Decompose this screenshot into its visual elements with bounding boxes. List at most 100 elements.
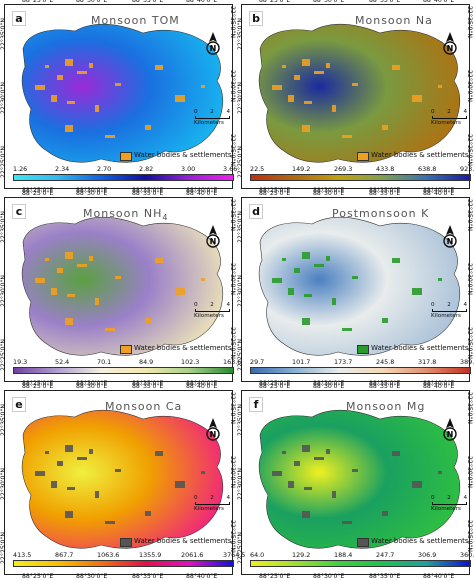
colorbar-tick-label: 163.6 — [223, 358, 242, 366]
colorbar-tick-label: 306.9 — [418, 551, 437, 559]
map-frame: f Monsoon Mg N 0 2 4 Kilometers Water bodies & … — [241, 390, 474, 575]
latitude-label: 22°25'0"N — [466, 134, 473, 166]
colorbar-tick-label: 2.82 — [139, 165, 154, 173]
map-panel-b: b Monsoon Na N 0 2 4 Kilometers Water bodies & … — [237, 0, 474, 194]
settlement-patch — [201, 471, 205, 474]
longitude-label: 88°40'0"E — [423, 573, 455, 580]
settlement-patch — [392, 258, 400, 263]
panel-title: Monsoon Mg — [346, 400, 426, 413]
latitude-label: 22°35'0"N — [229, 392, 236, 424]
settlement-patch — [95, 105, 99, 112]
colorbar-tick-label: 1063.6 — [97, 551, 120, 559]
settlement-patch — [201, 278, 205, 281]
scale-tick-label: 2 — [447, 495, 451, 501]
settlement-patch — [65, 125, 73, 132]
colorbar — [250, 560, 471, 567]
longitude-label: 88°35'0"E — [132, 573, 164, 580]
settlement-patch — [302, 59, 310, 66]
settlement-patch — [304, 487, 312, 490]
settlement-patch — [392, 65, 400, 70]
map-frame: e Monsoon Ca N 0 2 4 Kilometers Water bodies & … — [4, 390, 245, 575]
longitude-label: 88°30'0"E — [313, 383, 345, 390]
settlement-patch — [105, 328, 115, 331]
colorbar-tick-label: 2.34 — [55, 165, 70, 173]
settlement-patch — [77, 71, 87, 74]
settlement-patch — [95, 491, 99, 498]
longitude-label: 88°30'0"E — [313, 0, 345, 4]
longitude-label: 88°35'0"E — [132, 190, 164, 197]
scale-tick-label: 4 — [463, 495, 467, 501]
settlement-patch — [382, 318, 388, 323]
longitude-label: 88°25'0"E — [259, 380, 291, 387]
north-arrow-icon: N — [441, 32, 459, 58]
svg-text:N: N — [447, 44, 454, 53]
panel-letter: f — [249, 397, 263, 412]
latitude-label: 22°35'0"N — [466, 199, 473, 231]
settlement-patch — [342, 328, 352, 331]
scale-tick-label: 4 — [463, 302, 467, 308]
settlement-patch — [95, 298, 99, 305]
settlement-patch — [382, 125, 388, 130]
scale-units-label: Kilometers — [431, 506, 461, 512]
latitude-label: 22°25'0"N — [0, 146, 7, 178]
longitude-label: 88°35'0"E — [369, 573, 401, 580]
map-frame: a Monsoon TOM N 0 2 4 Kilometers Water bodies &… — [4, 4, 237, 189]
colorbar-tick-label: 1.26 — [13, 165, 28, 173]
latitude-label: 22°25'0"N — [466, 520, 473, 552]
panel-letter: e — [12, 397, 26, 412]
colorbar-tick-label: 638.8 — [418, 165, 437, 173]
longitude-label: 88°30'0"E — [76, 573, 108, 580]
map-frame: b Monsoon Na N 0 2 4 Kilometers Water bodies & … — [241, 4, 474, 189]
latitude-label: 22°30'0"N — [0, 82, 7, 114]
map-canvas — [21, 216, 224, 356]
colorbar — [13, 174, 234, 181]
scale-ticks: 0 2 4 — [194, 495, 230, 501]
settlement-patch — [115, 276, 121, 279]
scale-units-label: Kilometers — [431, 313, 461, 319]
latitude-label: 22°30'0"N — [237, 468, 244, 500]
panel-title: Monsoon Na — [355, 14, 433, 27]
latitude-label: 22°30'0"N — [466, 70, 473, 102]
colorbar — [250, 367, 471, 374]
settlement-patch — [155, 451, 163, 456]
longitude-label: 88°35'0"E — [369, 187, 401, 194]
latitude-label: 22°25'0"N — [237, 146, 244, 178]
settlement-patch — [412, 288, 422, 295]
settlement-patch — [65, 59, 73, 66]
scale-tick-label: 2 — [210, 495, 214, 501]
scale-tick-label: 2 — [447, 302, 451, 308]
latitude-label: 22°30'0"N — [0, 468, 7, 500]
longitude-label: 88°40'0"E — [186, 573, 218, 580]
legend-label: Water bodies & settlements — [371, 537, 469, 545]
longitude-label: 88°40'0"E — [186, 383, 218, 390]
map-canvas — [258, 23, 461, 163]
map-panel-a: a Monsoon TOM N 0 2 4 Kilometers Water bodies &… — [0, 0, 237, 194]
settlement-patch — [272, 278, 282, 283]
colorbar-tick-label: 3764.5 — [223, 551, 246, 559]
settlement-patch — [412, 95, 422, 102]
longitude-label: 88°40'0"E — [423, 380, 455, 387]
settlement-patch — [332, 105, 336, 112]
colorbar-tick-label: 29.7 — [250, 358, 265, 366]
longitude-label: 88°30'0"E — [313, 187, 345, 194]
legend-swatch — [120, 538, 132, 547]
settlement-patch — [35, 85, 45, 90]
latitude-label: 22°25'0"N — [229, 134, 236, 166]
scale-line — [195, 502, 230, 505]
settlement-patch — [302, 445, 310, 452]
latitude-label: 22°35'0"N — [0, 211, 7, 243]
colorbar-tick-label: 64.0 — [250, 551, 265, 559]
svg-text:N: N — [210, 44, 217, 53]
scale-tick-label: 0 — [431, 495, 435, 501]
latitude-label: 22°25'0"N — [466, 327, 473, 359]
colorbar-tick-label: 389.9 — [460, 358, 474, 366]
settlement-patch — [314, 457, 324, 460]
settlement-patch — [282, 451, 286, 454]
scale-tick-label: 2 — [447, 109, 451, 115]
settlement-patch — [304, 101, 312, 104]
longitude-label: 88°25'0"E — [22, 187, 54, 194]
study-area-surface — [21, 23, 224, 163]
longitude-label: 88°25'0"E — [259, 383, 291, 390]
scale-tick-label: 2 — [210, 302, 214, 308]
settlement-patch — [412, 481, 422, 488]
